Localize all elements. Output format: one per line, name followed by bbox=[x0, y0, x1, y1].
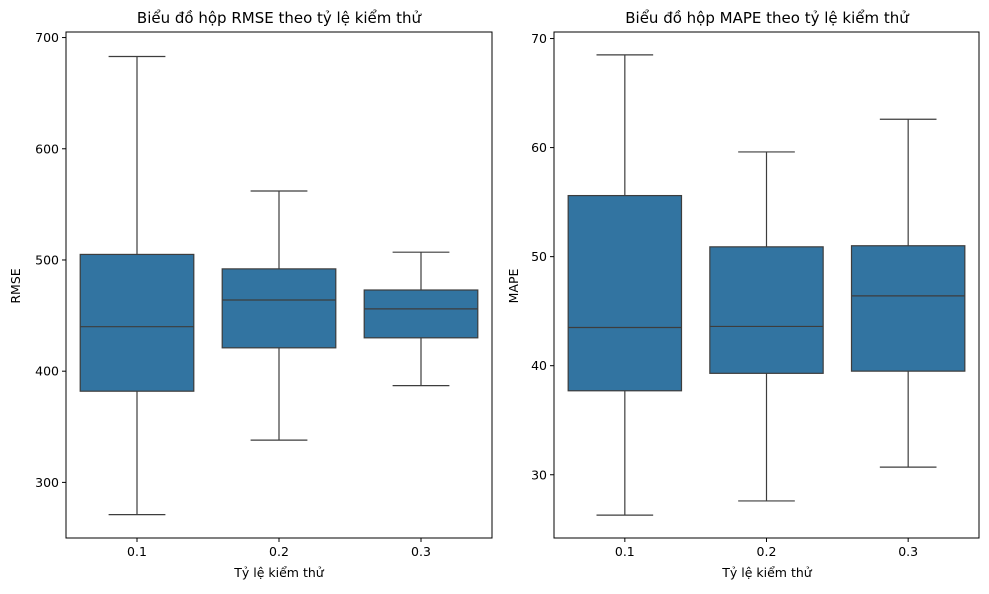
mape-y-tick-label: 60 bbox=[531, 140, 547, 155]
mape-boxplot-panel: Biểu đồ hộp MAPE theo tỷ lệ kiểm thử Tỷ … bbox=[506, 9, 980, 580]
mape-x-axis-label: Tỷ lệ kiểm thử bbox=[721, 565, 813, 580]
mape-box-0.3 bbox=[850, 118, 966, 468]
mape-y-axis-label: MAPE bbox=[506, 269, 521, 304]
rmse-y-tick-label: 300 bbox=[35, 475, 59, 490]
rmse-y-tick-label: 400 bbox=[35, 364, 59, 379]
rmse-chart-title: Biểu đồ hộp RMSE theo tỷ lệ kiểm thử bbox=[137, 9, 423, 27]
rmse-x-axis-label: Tỷ lệ kiểm thử bbox=[233, 565, 325, 580]
rmse-x-tick-label: 0.2 bbox=[269, 544, 289, 559]
rmse-box-0.3 bbox=[363, 251, 479, 387]
mape-y-tick-label: 70 bbox=[531, 31, 547, 46]
mape-y-tick-label: 40 bbox=[531, 358, 547, 373]
rmse-y-tick-label: 600 bbox=[35, 141, 59, 156]
iqr-box bbox=[850, 245, 966, 372]
mape-box-0.1 bbox=[567, 54, 683, 516]
iqr-box bbox=[363, 289, 479, 339]
rmse-plot-area: 300 400 500 600 700 0.1 0.2 0.3 bbox=[35, 30, 493, 559]
rmse-x-tick-label: 0.1 bbox=[127, 544, 147, 559]
mape-box-0.2 bbox=[709, 151, 824, 502]
iqr-box bbox=[709, 246, 824, 374]
rmse-y-tick-label: 700 bbox=[35, 30, 59, 45]
iqr-box bbox=[567, 194, 683, 392]
rmse-box-0.2 bbox=[221, 190, 337, 441]
mape-y-tick-label: 50 bbox=[531, 249, 547, 264]
rmse-boxplot-panel: Biểu đồ hộp RMSE theo tỷ lệ kiểm thử Tỷ … bbox=[8, 9, 493, 580]
mape-plot-area: 30 40 50 60 70 0.1 0.2 0.3 bbox=[531, 31, 980, 559]
rmse-y-tick-label: 500 bbox=[35, 252, 59, 267]
mape-x-tick-label: 0.1 bbox=[615, 544, 635, 559]
rmse-box-0.1 bbox=[79, 55, 195, 516]
iqr-box bbox=[221, 268, 337, 349]
rmse-x-tick-label: 0.3 bbox=[411, 544, 431, 559]
rmse-y-axis-label: RMSE bbox=[8, 268, 23, 303]
mape-x-tick-label: 0.3 bbox=[898, 544, 918, 559]
mape-chart-title: Biểu đồ hộp MAPE theo tỷ lệ kiểm thử bbox=[625, 9, 910, 27]
mape-x-tick-label: 0.2 bbox=[757, 544, 777, 559]
mape-y-tick-label: 30 bbox=[531, 467, 547, 482]
iqr-box bbox=[79, 253, 195, 392]
